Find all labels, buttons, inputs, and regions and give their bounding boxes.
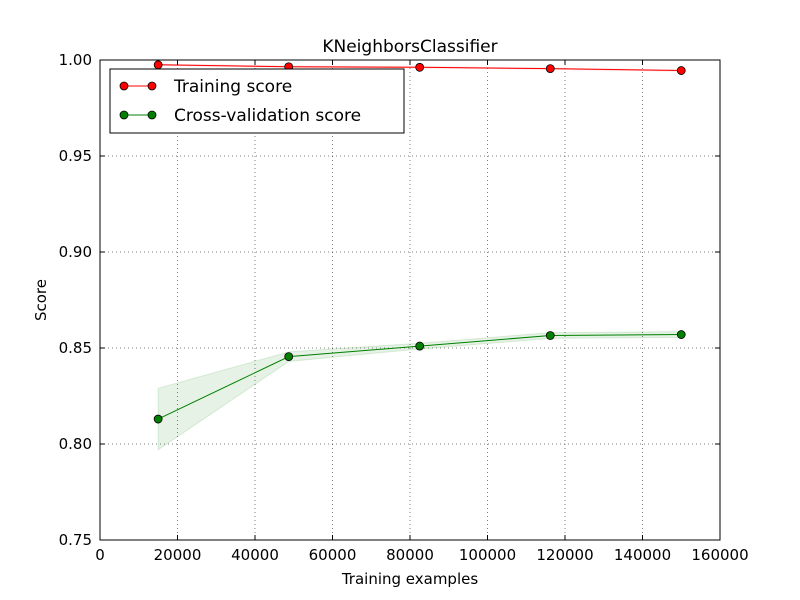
legend-swatch-cv-marker [147, 110, 157, 120]
axis-ticks: 0 20000 40000 60000 80000 100000 120000 140000 1… [59, 51, 749, 564]
point-cross-validation [676, 330, 686, 339]
point-training [545, 64, 555, 74]
x-tick-label: 140000 [614, 546, 671, 564]
x-tick-label: 0 [95, 546, 105, 564]
legend-label-cross-validation: Cross-validation score [174, 106, 361, 126]
grid [100, 60, 720, 540]
y-tick-label: 0.85 [59, 339, 92, 357]
point-cross-validation [415, 341, 425, 351]
x-tick-label: 40000 [231, 546, 279, 564]
legend-swatch-training-marker [119, 81, 129, 91]
y-tick-label: 0.75 [59, 531, 92, 549]
legend-item-cross-validation: Cross-validation score [119, 106, 361, 126]
point-cross-validation [545, 331, 555, 340]
x-tick-label: 60000 [309, 546, 357, 564]
point-training [153, 60, 163, 70]
chart-title: KNeighborsClassifier [322, 37, 497, 57]
x-tick-label: 120000 [536, 546, 593, 564]
x-tick-label: 80000 [386, 546, 434, 564]
y-tick-label: 0.95 [59, 147, 92, 165]
legend-swatch-cv-marker [119, 110, 129, 120]
point-cross-validation [284, 352, 294, 362]
y-tick-label: 1.00 [59, 51, 92, 69]
y-tick-label: 0.90 [59, 243, 92, 261]
y-axis-label: Score [32, 279, 50, 321]
point-training [415, 62, 425, 72]
x-tick-label: 100000 [459, 546, 516, 564]
legend-box [109, 68, 405, 134]
legend-swatch-training-marker [147, 81, 157, 91]
y-tick-label: 0.80 [59, 435, 92, 453]
x-axis-label: Training examples [341, 570, 479, 588]
x-tick-label: 160000 [691, 546, 748, 564]
legend: Training score Cross-validation score [109, 68, 405, 134]
point-training [676, 66, 686, 75]
legend-item-training: Training score [119, 77, 292, 97]
point-cross-validation [153, 414, 163, 424]
x-tick-label: 20000 [154, 546, 202, 564]
legend-label-training: Training score [173, 77, 292, 97]
